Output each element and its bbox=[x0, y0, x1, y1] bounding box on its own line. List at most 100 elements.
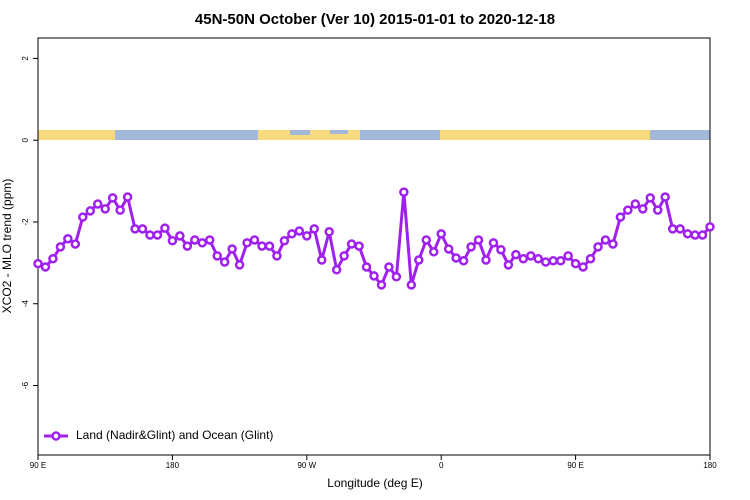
point bbox=[354, 241, 364, 251]
point bbox=[309, 224, 320, 234]
x-tick-label: 0 bbox=[439, 461, 444, 470]
point bbox=[682, 229, 693, 239]
point bbox=[660, 192, 670, 202]
point bbox=[399, 187, 409, 197]
point bbox=[518, 254, 529, 264]
point bbox=[608, 239, 618, 249]
point bbox=[160, 223, 170, 233]
point bbox=[219, 257, 230, 267]
x-tick-label: 180 bbox=[166, 461, 180, 470]
point bbox=[481, 255, 491, 265]
point bbox=[55, 242, 66, 252]
point bbox=[361, 262, 372, 272]
point bbox=[667, 224, 678, 234]
point bbox=[92, 199, 103, 209]
point bbox=[227, 244, 237, 254]
point bbox=[152, 230, 163, 240]
point bbox=[70, 239, 81, 249]
point bbox=[190, 235, 200, 245]
point bbox=[137, 224, 148, 234]
point bbox=[466, 242, 476, 252]
point bbox=[705, 222, 715, 232]
point bbox=[384, 262, 394, 272]
point bbox=[473, 235, 484, 245]
point bbox=[540, 257, 551, 267]
point bbox=[324, 227, 334, 237]
point bbox=[548, 256, 558, 266]
point bbox=[115, 205, 125, 215]
y-tick-label: 0 bbox=[21, 137, 30, 142]
point bbox=[638, 204, 648, 214]
point bbox=[555, 256, 566, 266]
y-tick-label: -6 bbox=[21, 381, 30, 389]
point bbox=[533, 254, 544, 264]
point bbox=[526, 251, 536, 261]
point bbox=[458, 256, 469, 266]
point bbox=[436, 229, 446, 239]
point bbox=[287, 229, 297, 239]
y-tick-label: -2 bbox=[21, 218, 30, 226]
point bbox=[257, 241, 267, 251]
point bbox=[578, 262, 588, 272]
point bbox=[570, 258, 581, 269]
point bbox=[331, 265, 342, 275]
point bbox=[212, 251, 222, 261]
x-tick-label: 90 E bbox=[30, 461, 46, 470]
point bbox=[175, 231, 185, 241]
point bbox=[511, 249, 521, 260]
y-tick-label: -4 bbox=[21, 300, 30, 308]
point bbox=[122, 192, 133, 202]
point bbox=[167, 236, 178, 246]
x-tick-label: 90 W bbox=[297, 461, 316, 470]
point bbox=[593, 242, 603, 252]
point bbox=[78, 212, 88, 222]
point bbox=[130, 224, 140, 234]
point bbox=[85, 206, 96, 216]
point bbox=[294, 226, 305, 236]
point bbox=[33, 258, 43, 269]
point bbox=[563, 251, 573, 261]
point bbox=[48, 254, 58, 264]
point bbox=[107, 193, 118, 203]
point bbox=[63, 233, 73, 244]
point bbox=[488, 238, 499, 248]
point bbox=[369, 271, 379, 281]
point bbox=[585, 254, 596, 264]
point bbox=[428, 247, 439, 257]
point bbox=[242, 238, 252, 248]
point bbox=[496, 245, 506, 255]
point bbox=[414, 255, 424, 265]
point bbox=[391, 272, 402, 282]
point bbox=[503, 260, 514, 270]
point bbox=[421, 235, 432, 245]
point bbox=[406, 280, 417, 290]
point bbox=[204, 235, 215, 245]
point bbox=[451, 253, 461, 263]
plot-frame bbox=[37, 37, 711, 456]
x-tick-label: 90 E bbox=[567, 461, 583, 470]
point bbox=[264, 241, 275, 251]
point bbox=[316, 255, 327, 265]
x-axis-label: Longitude (deg E) bbox=[327, 476, 422, 490]
point bbox=[645, 193, 656, 203]
point bbox=[443, 244, 454, 254]
legend-label: Land (Nadir&Glint) and Ocean (Glint) bbox=[76, 428, 273, 442]
point bbox=[623, 205, 633, 215]
point bbox=[302, 231, 312, 241]
point bbox=[40, 262, 51, 272]
point bbox=[339, 251, 349, 261]
point bbox=[234, 260, 245, 270]
point bbox=[346, 239, 357, 249]
point bbox=[675, 224, 685, 234]
point bbox=[615, 212, 626, 222]
point bbox=[600, 235, 611, 245]
chart-title: 45N-50N October (Ver 10) 2015-01-01 to 2… bbox=[195, 11, 555, 28]
point bbox=[376, 280, 387, 290]
point bbox=[272, 251, 282, 261]
point bbox=[652, 205, 663, 215]
point bbox=[145, 230, 155, 240]
point bbox=[197, 238, 208, 248]
point bbox=[279, 236, 290, 246]
legend-marker bbox=[51, 431, 61, 441]
